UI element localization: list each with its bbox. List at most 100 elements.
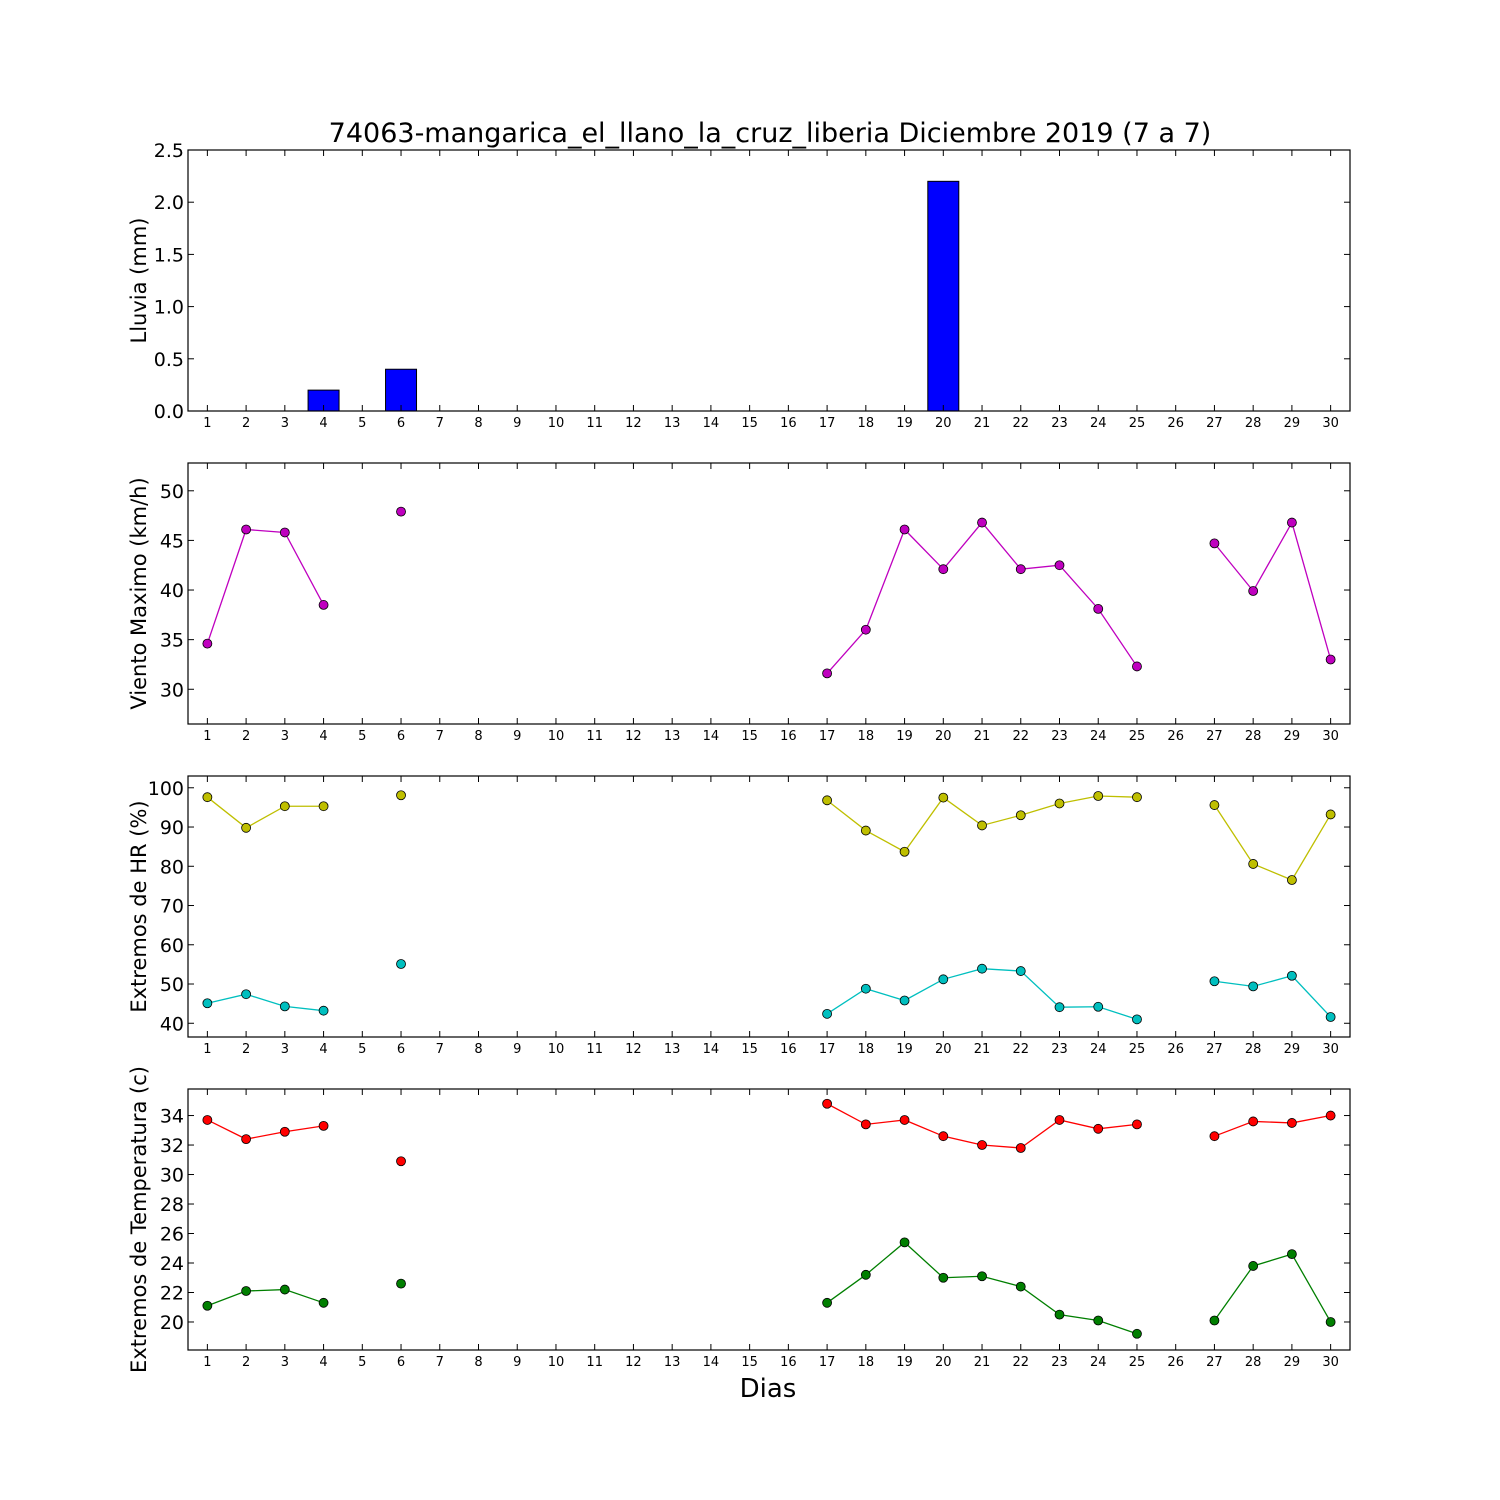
x-tick-label: 29 <box>1284 416 1301 431</box>
x-tick-label: 25 <box>1129 1355 1146 1370</box>
series-1-point-day-27 <box>1209 800 1220 810</box>
series-1-point-day-24 <box>1093 1123 1104 1134</box>
panel-frame <box>187 462 1351 725</box>
x-tick-label: 4 <box>319 1355 327 1370</box>
x-tick-label: 27 <box>1206 416 1223 431</box>
x-tick-label: 13 <box>664 1042 681 1057</box>
x-tick-label: 13 <box>664 416 681 431</box>
x-tick-label: 22 <box>1012 729 1029 744</box>
series-1-point-day-4 <box>318 1120 329 1131</box>
x-tick-label: 25 <box>1129 416 1146 431</box>
series-2-point-day-1 <box>202 998 213 1009</box>
series-1-point-day-30 <box>1325 809 1336 820</box>
y-tick-label: 28 <box>160 1194 184 1216</box>
x-tick-label: 1 <box>203 416 211 431</box>
series-2-point-day-2 <box>241 1286 252 1296</box>
series-1-point-day-6 <box>396 1156 406 1167</box>
x-tick-label: 16 <box>780 416 797 431</box>
x-tick-label: 1 <box>203 729 211 744</box>
x-tick-label: 28 <box>1245 416 1262 431</box>
series-1-point-day-27 <box>1209 1131 1220 1142</box>
series-1-line <box>1213 804 1332 881</box>
x-tick-label: 17 <box>819 416 836 431</box>
series-1-point-day-20 <box>938 564 949 575</box>
series-2-point-day-22 <box>1015 1281 1026 1292</box>
x-tick-label: 29 <box>1284 1042 1301 1057</box>
series-1-point-day-18 <box>860 1119 871 1130</box>
series-1-point-day-17 <box>822 668 832 679</box>
series-1-point-day-1 <box>202 1115 213 1125</box>
x-tick-label: 9 <box>513 1355 521 1370</box>
x-tick-label: 24 <box>1090 1355 1107 1370</box>
x-tick-label: 9 <box>513 729 521 744</box>
x-tick-label: 5 <box>358 729 366 744</box>
series-2-point-day-23 <box>1054 1002 1065 1013</box>
x-tick-label: 14 <box>703 416 720 431</box>
x-tick-label: 5 <box>358 416 366 431</box>
series-1-point-day-19 <box>899 846 910 857</box>
series-1-point-day-1 <box>202 638 213 649</box>
x-tick-label: 11 <box>586 729 603 744</box>
series-2-line <box>826 968 1138 1020</box>
y-axis-label: Lluvia (mm) <box>127 218 151 344</box>
panel-1: 1 2 3 4 5 6 7 8 9 10 11 12 13 14 15 16 17 18 19 20 21 22 23 24 2… <box>127 140 1351 431</box>
x-tick-label: 24 <box>1090 416 1107 431</box>
chart-title: 74063-mangarica_el_llano_la_cruz_liberia… <box>329 118 1212 149</box>
y-tick-label: 45 <box>160 530 184 552</box>
x-tick-label: 21 <box>974 1042 991 1057</box>
series-2-point-day-22 <box>1015 966 1026 976</box>
series-2-point-day-23 <box>1054 1309 1065 1320</box>
x-axis-label: Dias <box>740 1374 797 1404</box>
y-tick-label: 60 <box>160 935 184 957</box>
series-2-point-day-27 <box>1209 1315 1220 1326</box>
series-1-point-day-28 <box>1248 859 1259 869</box>
x-tick-label: 4 <box>319 1042 327 1057</box>
panel-4: 1 2 3 4 5 6 7 8 9 10 11 12 13 14 15 16 17 18 19 20 21 22 23 24 2… <box>127 1066 1351 1373</box>
x-tick-label: 17 <box>819 729 836 744</box>
x-tick-label: 9 <box>513 416 521 431</box>
series-2-point-day-20 <box>938 1272 949 1283</box>
y-tick-label: 2.0 <box>154 192 184 214</box>
x-tick-label: 19 <box>896 1042 913 1057</box>
x-tick-label: 14 <box>703 729 720 744</box>
series-1-point-day-2 <box>241 1134 252 1145</box>
series-1-point-day-4 <box>318 600 329 610</box>
x-tick-label: 7 <box>436 729 444 744</box>
x-tick-label: 2 <box>242 1355 250 1370</box>
series-1-point-day-30 <box>1325 1110 1336 1121</box>
x-tick-label: 11 <box>586 1355 603 1370</box>
series-1-line <box>1214 1114 1331 1137</box>
x-tick-label: 1 <box>203 1355 211 1370</box>
y-tick-label: 40 <box>160 1013 184 1035</box>
series-2-line <box>1214 975 1332 1018</box>
y-tick-label: 50 <box>160 974 184 996</box>
series-2-point-day-28 <box>1248 1261 1259 1271</box>
x-tick-label: 26 <box>1167 1042 1184 1057</box>
y-tick-label: 0.0 <box>154 401 184 423</box>
x-tick-label: 2 <box>242 729 250 744</box>
x-tick-label: 6 <box>397 416 405 431</box>
series-2-point-day-25 <box>1132 1014 1142 1025</box>
x-tick-label: 22 <box>1012 1042 1029 1057</box>
panel-frame <box>187 1088 1351 1351</box>
x-tick-label: 27 <box>1206 1042 1223 1057</box>
series-1-point-day-20 <box>938 792 949 803</box>
y-tick-label: 2.5 <box>154 140 184 162</box>
series-1-point-day-22 <box>1015 564 1026 575</box>
x-tick-label: 28 <box>1245 1355 1262 1370</box>
series-1-point-day-22 <box>1015 1143 1026 1153</box>
series-1-point-day-24 <box>1093 791 1104 801</box>
series-2-line <box>826 1241 1138 1335</box>
x-tick-label: 5 <box>358 1355 366 1370</box>
x-tick-label: 30 <box>1322 416 1339 431</box>
x-tick-label: 27 <box>1206 1355 1223 1370</box>
x-tick-label: 19 <box>896 416 913 431</box>
x-tick-label: 18 <box>858 1355 875 1370</box>
x-tick-label: 7 <box>436 1355 444 1370</box>
series-1-line <box>207 1119 324 1140</box>
x-tick-label: 7 <box>436 1042 444 1057</box>
x-tick-label: 8 <box>474 1042 482 1057</box>
x-tick-label: 23 <box>1051 1042 1068 1057</box>
series-2-point-day-28 <box>1248 981 1259 992</box>
